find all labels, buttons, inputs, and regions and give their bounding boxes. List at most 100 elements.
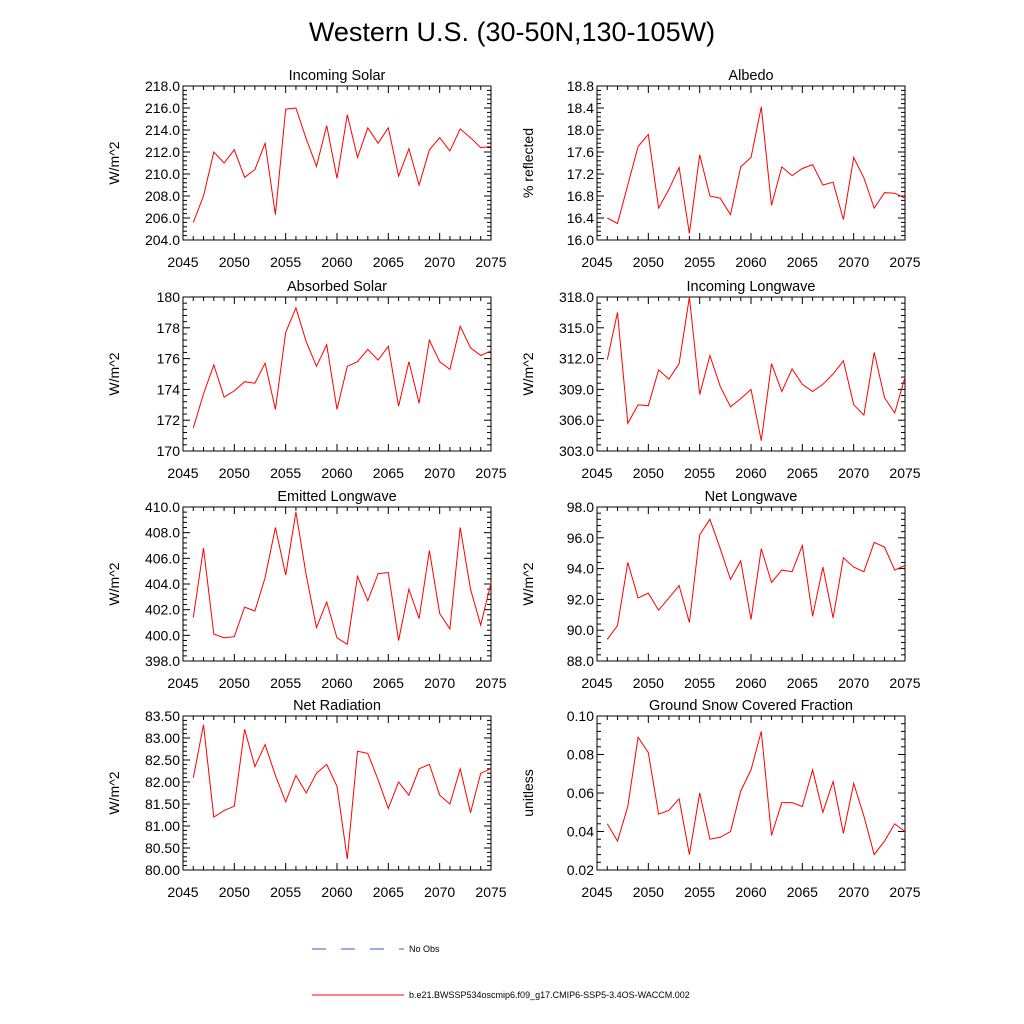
x-tick-label: 2045 xyxy=(581,465,612,481)
y-tick-label: 312.0 xyxy=(559,351,594,367)
y-tick-label: 0.10 xyxy=(567,708,594,724)
x-tick-label: 2050 xyxy=(219,884,250,900)
y-axis-label: W/m^2 xyxy=(106,562,122,605)
y-tick-label: 82.50 xyxy=(145,752,180,768)
x-tick-label: 2050 xyxy=(219,465,250,481)
x-tick-label: 2060 xyxy=(321,465,352,481)
y-axis-label: unitless xyxy=(520,769,536,816)
x-tick-label: 2075 xyxy=(475,884,506,900)
x-tick-label: 2070 xyxy=(838,884,869,900)
series-line xyxy=(192,512,492,646)
x-tick-label: 2055 xyxy=(684,254,715,270)
y-tick-label: 398.0 xyxy=(145,653,180,669)
x-tick-label: 2065 xyxy=(373,254,404,270)
x-tick-label: 2070 xyxy=(424,254,455,270)
y-tick-label: 17.6 xyxy=(567,144,594,160)
y-axis-label: W/m^2 xyxy=(520,352,536,395)
y-tick-label: 400.0 xyxy=(145,627,180,643)
x-tick-label: 2045 xyxy=(167,465,198,481)
y-tick-label: 0.02 xyxy=(567,862,594,878)
x-tick-label: 2050 xyxy=(633,465,664,481)
y-tick-label: 402.0 xyxy=(145,602,180,618)
y-tick-label: 83.50 xyxy=(145,708,180,724)
x-tick-label: 2045 xyxy=(581,254,612,270)
series-line xyxy=(607,106,906,234)
x-tick-label: 2070 xyxy=(424,675,455,691)
series-line xyxy=(192,107,492,223)
chart-panel: Incoming Solar 204.0 206.0 208.0 210.0 212.0 2… xyxy=(106,68,507,270)
chart-panel: Incoming Longwave 303.0 306.0 309.0 312.0 315… xyxy=(520,279,921,481)
y-axis-label: W/m^2 xyxy=(106,771,122,814)
y-tick-label: 208.0 xyxy=(145,188,180,204)
x-tick-label: 2045 xyxy=(167,884,198,900)
plot-frame xyxy=(182,715,492,871)
y-tick-label: 410.0 xyxy=(145,499,180,515)
chart-panel: Albedo 16.0 16.4 16.8 17.2 17.6 18.0 18.4 18.8 20… xyxy=(520,68,921,270)
y-axis-label: W/m^2 xyxy=(520,562,536,605)
x-tick-label: 2050 xyxy=(633,884,664,900)
plot-frame xyxy=(596,296,906,452)
y-tick-label: 0.06 xyxy=(567,785,594,801)
x-tick-label: 2070 xyxy=(838,675,869,691)
x-tick-label: 2060 xyxy=(735,465,766,481)
y-tick-label: 408.0 xyxy=(145,525,180,541)
y-tick-label: 318.0 xyxy=(559,289,594,305)
y-tick-label: 80.50 xyxy=(145,840,180,856)
plot-frame xyxy=(596,506,906,662)
chart-panel: Emitted Longwave 398.0 400.0 402.0 404.0 406.… xyxy=(106,489,507,691)
y-tick-label: 81.00 xyxy=(145,818,180,834)
chart-panel: Absorbed Solar 170 172 174 176 178 180 2045 2050… xyxy=(106,279,507,481)
x-tick-label: 2060 xyxy=(321,254,352,270)
y-tick-label: 0.04 xyxy=(567,824,594,840)
x-tick-label: 2070 xyxy=(838,254,869,270)
y-tick-label: 80.00 xyxy=(145,862,180,878)
plot-frame xyxy=(596,85,906,241)
x-tick-label: 2075 xyxy=(889,254,920,270)
x-tick-label: 2065 xyxy=(787,254,818,270)
x-tick-label: 2065 xyxy=(787,465,818,481)
figure-title: Western U.S. (30-50N,130-105W) xyxy=(309,17,715,47)
chart-panel: Net Longwave 88.0 90.0 92.0 94.0 96.0 98.0 2045… xyxy=(520,489,921,691)
y-tick-label: 210.0 xyxy=(145,166,180,182)
x-tick-label: 2065 xyxy=(373,465,404,481)
x-tick-label: 2075 xyxy=(889,465,920,481)
y-tick-label: 178 xyxy=(157,320,181,336)
panel-title: Net Radiation xyxy=(293,698,381,714)
y-axis-label: W/m^2 xyxy=(106,352,122,395)
y-tick-label: 16.4 xyxy=(567,210,594,226)
x-tick-label: 2060 xyxy=(321,884,352,900)
x-tick-label: 2065 xyxy=(373,884,404,900)
x-tick-label: 2050 xyxy=(633,675,664,691)
chart-panel: Net Radiation 80.00 80.50 81.00 81.50 82.00 82… xyxy=(106,698,507,900)
y-tick-label: 16.8 xyxy=(567,188,594,204)
x-tick-label: 2065 xyxy=(787,675,818,691)
y-tick-label: 16.0 xyxy=(567,232,594,248)
y-tick-label: 315.0 xyxy=(559,320,594,336)
chart-panel: Ground Snow Covered Fraction 0.02 0.04 0.06… xyxy=(520,698,921,900)
y-tick-label: 180 xyxy=(157,289,181,305)
x-tick-label: 2055 xyxy=(270,465,301,481)
panel-title: Incoming Longwave xyxy=(687,279,816,295)
x-tick-label: 2075 xyxy=(889,675,920,691)
y-tick-label: 212.0 xyxy=(145,144,180,160)
y-tick-label: 81.50 xyxy=(145,796,180,812)
panel-title: Incoming Solar xyxy=(289,68,386,84)
x-tick-label: 2065 xyxy=(787,884,818,900)
y-tick-label: 18.0 xyxy=(567,122,594,138)
y-tick-label: 216.0 xyxy=(145,100,180,116)
series-line xyxy=(606,296,906,441)
y-tick-label: 0.08 xyxy=(567,747,594,763)
legend-no-obs-label: No Obs xyxy=(409,944,440,954)
series-line xyxy=(606,731,906,856)
y-tick-label: 17.2 xyxy=(567,166,594,182)
x-tick-label: 2055 xyxy=(270,675,301,691)
y-tick-label: 96.0 xyxy=(567,530,594,546)
x-tick-label: 2060 xyxy=(735,254,766,270)
x-tick-label: 2045 xyxy=(581,884,612,900)
plot-frame xyxy=(182,296,492,452)
y-tick-label: 218.0 xyxy=(145,78,180,94)
chart-panels: Incoming Solar 204.0 206.0 208.0 210.0 212.0 2… xyxy=(106,68,921,900)
x-tick-label: 2055 xyxy=(270,254,301,270)
x-tick-label: 2045 xyxy=(167,254,198,270)
